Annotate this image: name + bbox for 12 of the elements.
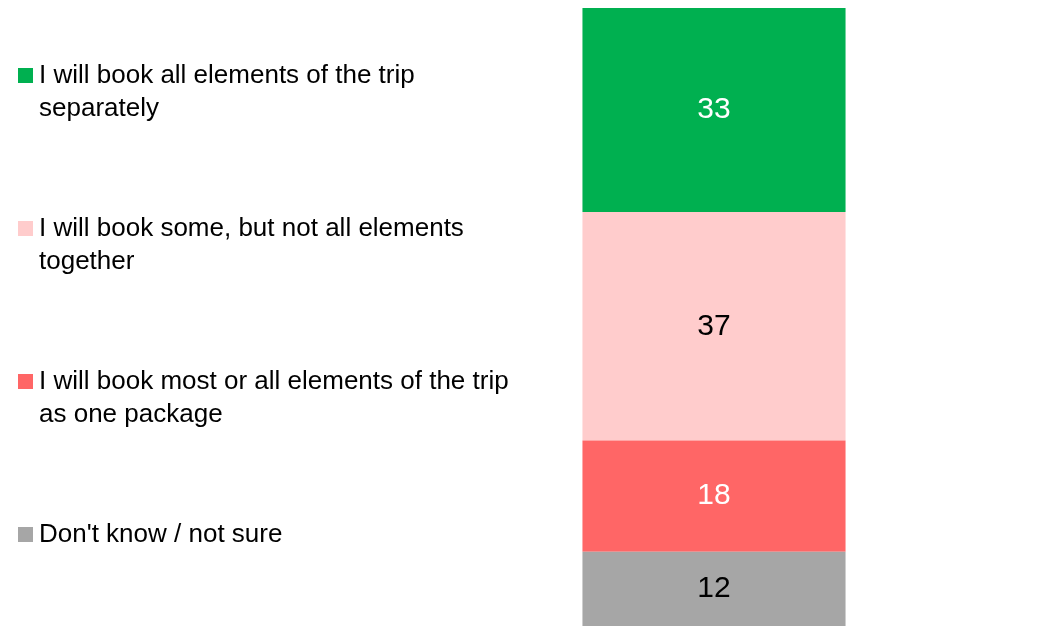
legend-label: I will book some, but not all elements together [39,211,465,277]
legend-label: I will book all elements of the trip separately [39,58,416,124]
data-label: 18 [697,477,731,511]
bar [582,551,846,626]
data-label: 37 [697,307,731,341]
bar [582,8,846,212]
bar [582,440,846,552]
legend-label: I will book most or all elements of the trip as one package [39,364,510,430]
bar [582,211,846,441]
legend-label: Don't know / not sure [39,517,283,550]
data-label: 33 [697,91,731,125]
data-label: 12 [697,570,731,604]
